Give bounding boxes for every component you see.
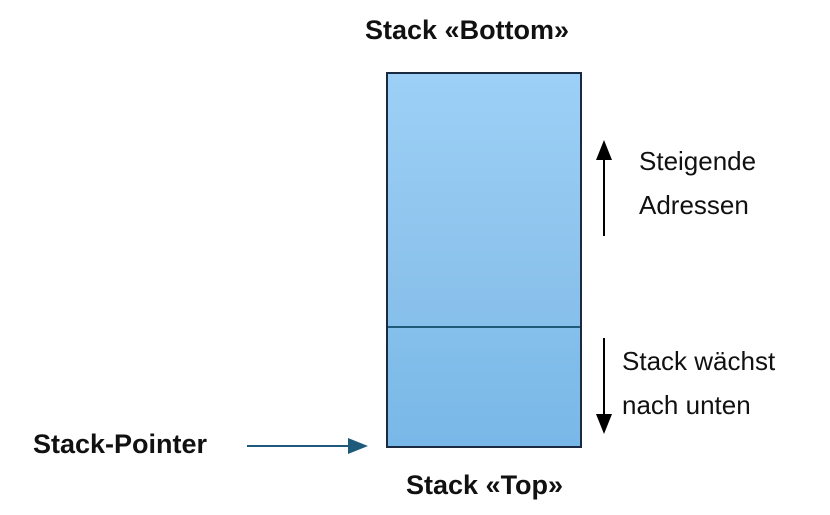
stack-pointer-arrow-icon (247, 438, 368, 454)
stack-divider (388, 326, 580, 328)
stack-pointer-label: Stack-Pointer (33, 429, 208, 459)
rising-addresses-line-2: Adressen (639, 190, 749, 220)
rising-addresses-text: Steigende Adressen (639, 139, 756, 227)
stack-grows-line-2: nach unten (622, 390, 751, 420)
stack-block (386, 72, 582, 448)
stack-bottom-label: Stack «Bottom» (365, 15, 570, 45)
down-arrow-icon (596, 338, 612, 434)
stack-grows-line-1: Stack wächst (622, 346, 776, 376)
up-arrow-icon (596, 140, 612, 236)
rising-addresses-line-1: Steigende (639, 146, 757, 176)
stack-grows-text: Stack wächst nach unten (622, 339, 775, 427)
stack-top-label: Stack «Top» (406, 470, 564, 500)
